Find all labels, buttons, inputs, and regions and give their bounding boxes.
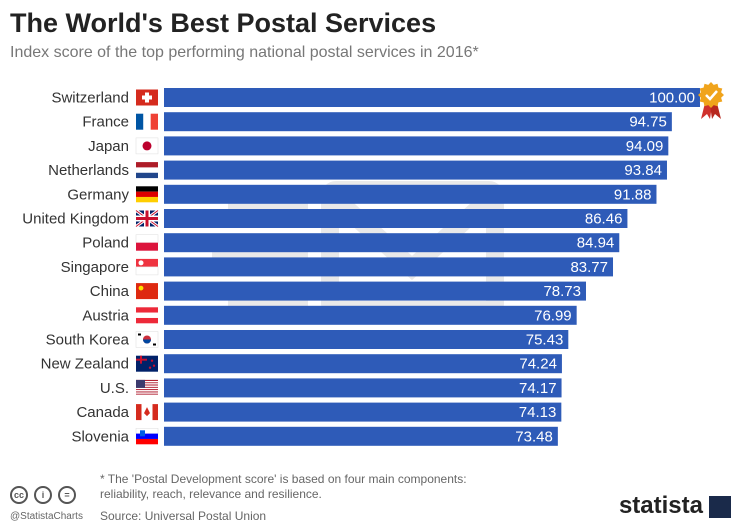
attribution-icon: i bbox=[34, 486, 52, 504]
value-label: 76.99 bbox=[534, 307, 572, 324]
bar bbox=[164, 160, 667, 180]
category-label: Slovenia bbox=[71, 428, 129, 445]
china-flag-icon bbox=[136, 283, 158, 300]
south-korea-flag-icon bbox=[135, 331, 159, 348]
bar-chart: Switzerland 100.00 France 94.75 Japan 94.09 Ne… bbox=[22, 82, 724, 446]
netherlands-flag-icon bbox=[136, 162, 158, 179]
license-icons: cc i = bbox=[10, 486, 76, 504]
category-label: Poland bbox=[82, 235, 129, 252]
bar bbox=[164, 136, 669, 156]
category-label: Singapore bbox=[61, 259, 129, 276]
uk-flag-icon bbox=[135, 209, 159, 228]
bar bbox=[164, 257, 614, 277]
brand-logo: statista bbox=[618, 492, 703, 519]
new-zealand-flag-icon bbox=[136, 355, 158, 372]
value-label: 94.75 bbox=[629, 114, 667, 131]
bar bbox=[164, 209, 628, 228]
bar bbox=[164, 88, 700, 107]
poland-flag-icon bbox=[135, 234, 159, 251]
switzerland-flag-icon bbox=[136, 89, 158, 106]
bar bbox=[164, 402, 562, 422]
category-label: Netherlands bbox=[48, 162, 129, 179]
value-label: 78.73 bbox=[543, 283, 581, 300]
category-label: Switzerland bbox=[51, 90, 129, 107]
bar bbox=[164, 281, 586, 301]
canada-flag-icon bbox=[136, 404, 158, 421]
bar bbox=[164, 184, 657, 204]
category-label: South Korea bbox=[46, 332, 130, 349]
category-label: Canada bbox=[76, 404, 129, 421]
value-label: 86.46 bbox=[585, 211, 623, 228]
source-line: Source: Universal Postal Union bbox=[100, 509, 267, 523]
category-label: France bbox=[82, 114, 129, 131]
value-label: 94.09 bbox=[626, 138, 664, 155]
category-label: New Zealand bbox=[41, 356, 129, 373]
value-label: 75.43 bbox=[526, 332, 564, 349]
brand-icon bbox=[709, 496, 731, 518]
no-derivatives-icon: = bbox=[58, 486, 76, 504]
chart-title: The World's Best Postal Services bbox=[10, 8, 437, 38]
value-label: 74.24 bbox=[519, 356, 557, 373]
value-label: 83.77 bbox=[570, 259, 608, 276]
france-flag-icon bbox=[136, 113, 158, 130]
singapore-flag-icon bbox=[135, 258, 159, 276]
bar bbox=[164, 354, 562, 374]
value-label: 93.84 bbox=[624, 162, 662, 179]
us-flag-icon bbox=[136, 379, 158, 396]
bar bbox=[164, 378, 562, 398]
category-label: China bbox=[90, 283, 130, 300]
value-label: 73.48 bbox=[515, 428, 553, 445]
chart-subtitle: Index score of the top performing nation… bbox=[10, 44, 479, 61]
bar bbox=[164, 426, 558, 446]
japan-flag-icon bbox=[135, 137, 159, 155]
value-label: 74.17 bbox=[519, 380, 557, 397]
bar bbox=[164, 305, 577, 325]
bar bbox=[164, 112, 672, 132]
value-label: 100.00 bbox=[649, 90, 695, 107]
category-label: United Kingdom bbox=[22, 211, 129, 228]
footnote: * The 'Postal Development score' is base… bbox=[100, 472, 467, 501]
social-handle: @StatistaCharts bbox=[10, 511, 83, 522]
value-label: 84.94 bbox=[577, 235, 615, 252]
value-label: 74.13 bbox=[519, 404, 557, 421]
value-label: 91.88 bbox=[614, 186, 652, 203]
category-label: Japan bbox=[88, 138, 129, 155]
cc-icon: cc bbox=[10, 486, 28, 504]
category-label: Germany bbox=[67, 186, 129, 203]
award-badge-icon bbox=[698, 82, 724, 119]
category-label: Austria bbox=[82, 307, 129, 324]
slovenia-flag-icon bbox=[135, 428, 159, 445]
austria-flag-icon bbox=[136, 307, 158, 324]
category-label: U.S. bbox=[100, 380, 129, 397]
bar bbox=[164, 233, 620, 253]
germany-flag-icon bbox=[136, 186, 158, 203]
bar bbox=[164, 330, 569, 349]
